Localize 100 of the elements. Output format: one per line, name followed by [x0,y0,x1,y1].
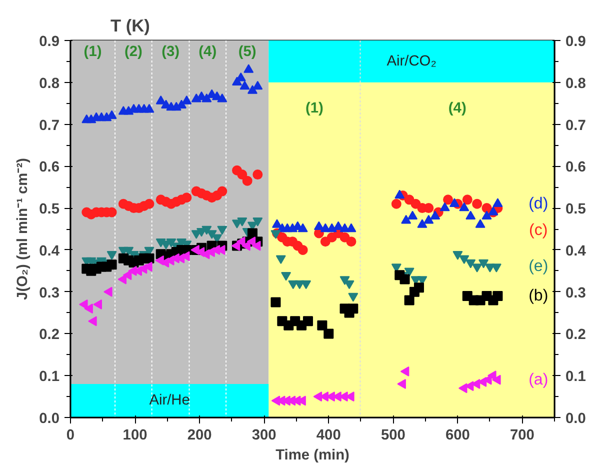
point [247,85,258,94]
y2-tick-label: 0.6 [566,160,586,176]
point [302,316,313,326]
x-axis-title: Time (min) [276,448,350,464]
point [346,223,356,232]
point [317,320,328,330]
point [217,93,228,102]
point [276,255,286,264]
series-label: (b) [528,288,548,305]
point [401,214,412,224]
y-tick-label: 0.6 [39,160,60,176]
point [104,286,112,297]
band-label: Air/CO₂ [386,53,436,70]
y-tick-label: 0.2 [39,327,60,344]
point [88,316,97,326]
y-tick-label: 0.9 [39,34,60,50]
point [93,299,102,310]
x-tick-label: 700 [510,428,534,444]
y-axis-title: J(O₂) (ml min⁻¹ cm⁻²) [15,158,32,300]
point [252,80,263,90]
point [106,260,117,270]
point [400,274,410,284]
point [459,255,470,264]
point [144,104,154,113]
point [272,219,282,228]
point [452,251,463,260]
point [182,96,192,104]
point [84,304,93,314]
point [333,221,344,230]
point [400,366,410,376]
x-tick-label: 400 [316,428,341,444]
point [394,190,405,199]
point [242,240,250,251]
point [443,194,454,205]
point [492,198,503,207]
point [313,392,322,402]
annotation: (3) [162,44,180,60]
point [270,297,281,308]
point [298,223,308,232]
point [482,210,492,220]
point [314,221,324,230]
series-label: (e) [528,258,548,276]
annotation: (4) [448,100,466,116]
point [252,170,263,180]
annotation: (4) [198,44,217,60]
point [472,198,482,209]
point [492,374,501,385]
point [348,304,358,314]
annotation: (5) [238,44,256,60]
y2-tick-label: 0.0 [566,411,586,427]
point [424,214,434,224]
point [217,186,228,196]
point [301,280,312,290]
annotation: (2) [124,44,142,60]
point [478,259,489,268]
point [404,295,414,306]
point [417,219,428,228]
point [430,210,440,220]
point [424,203,434,214]
point [166,238,176,248]
point [475,219,486,228]
point [414,282,424,293]
point [106,251,117,260]
point [242,176,252,186]
x-tick-label: 200 [187,428,212,444]
point [346,236,356,247]
point [326,223,337,232]
annotation: (1) [305,100,324,116]
x-tick-label: 100 [122,428,148,444]
y2-tick-label: 0.9 [566,34,586,50]
point [144,198,154,209]
point [348,292,358,302]
point [212,234,222,244]
series-label: (a) [528,371,548,388]
point [79,299,88,310]
x-tick-label: 500 [380,428,406,444]
point [247,228,258,238]
point [344,280,354,290]
y-tick-label: 0.5 [39,202,60,218]
point [252,240,261,251]
y-tick-label: 0.8 [39,76,60,92]
point [244,64,254,73]
point [466,259,476,268]
point [408,210,418,220]
y-tick-label: 0.3 [39,285,60,302]
y-tick-label: 0.1 [39,369,60,386]
point [459,202,470,212]
y2-tick-label: 0.7 [566,118,586,134]
point [462,194,472,205]
x-tick-label: 600 [445,428,470,444]
point [397,378,406,389]
point [492,291,503,302]
point [466,210,476,220]
y2-tick-label: 0.2 [566,327,586,344]
series-label: (d) [528,195,548,212]
point [206,230,217,239]
y-tick-label: 0.4 [39,243,60,260]
point [324,328,334,339]
point [391,198,402,209]
point [182,192,192,203]
